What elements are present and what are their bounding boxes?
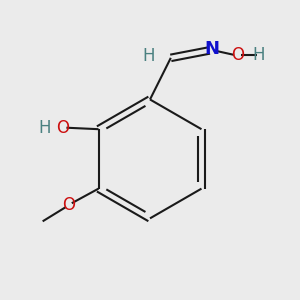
Text: H: H <box>39 119 51 137</box>
Text: O: O <box>56 119 69 137</box>
Text: N: N <box>204 40 219 58</box>
Text: O: O <box>231 46 244 64</box>
Text: H: H <box>253 46 265 64</box>
Text: H: H <box>142 47 155 65</box>
Text: O: O <box>62 196 75 214</box>
